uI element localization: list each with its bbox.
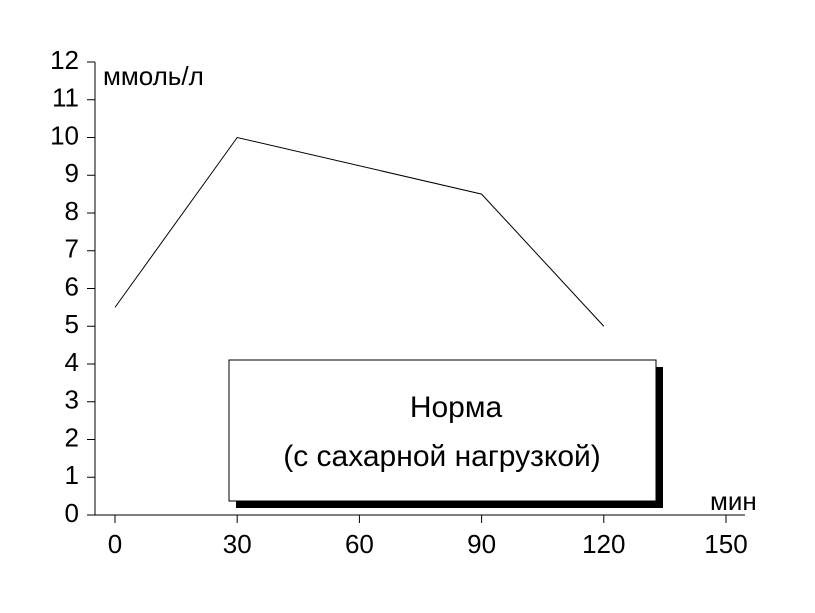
y-tick-label: 0 <box>65 498 79 528</box>
x-tick-label: 150 <box>704 529 747 559</box>
annotation-box <box>228 359 657 502</box>
y-tick-label: 2 <box>65 422 79 452</box>
x-axis-label: мин <box>710 486 757 516</box>
y-tick-label: 1 <box>65 460 79 490</box>
x-tick-label: 0 <box>108 529 122 559</box>
y-tick-label: 5 <box>65 309 79 339</box>
x-tick-label: 60 <box>345 529 374 559</box>
annotation-text: (с сахарной нагрузкой) <box>283 440 601 473</box>
x-tick-label: 120 <box>582 529 625 559</box>
x-tick-label: 90 <box>467 529 496 559</box>
annotation-text: Норма <box>410 391 503 424</box>
y-tick-label: 10 <box>50 120 79 150</box>
data-line <box>114 136 605 327</box>
x-tick-label: 30 <box>223 529 252 559</box>
y-tick-label: 3 <box>65 385 79 415</box>
y-tick-label: 9 <box>65 158 79 188</box>
y-axis-label: ммоль/л <box>103 61 204 91</box>
y-tick-label: 12 <box>50 45 79 75</box>
y-tick-label: 6 <box>65 271 79 301</box>
y-tick-label: 7 <box>65 234 79 264</box>
y-tick-label: 4 <box>65 347 79 377</box>
y-tick-label: 11 <box>52 83 79 113</box>
y-tick-label: 8 <box>65 196 79 226</box>
